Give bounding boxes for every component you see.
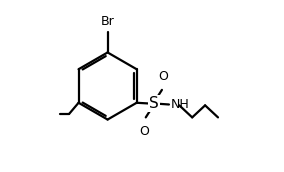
Text: O: O	[158, 70, 168, 83]
Text: NH: NH	[171, 98, 190, 111]
Text: Br: Br	[101, 14, 114, 28]
Text: O: O	[139, 125, 149, 138]
Text: S: S	[149, 96, 159, 111]
